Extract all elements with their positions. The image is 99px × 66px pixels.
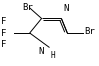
Text: N: N (38, 47, 44, 56)
Text: Br: Br (22, 3, 33, 12)
Text: H: H (50, 51, 55, 60)
Text: F: F (1, 17, 6, 26)
Text: N: N (63, 4, 69, 13)
Text: Br: Br (84, 27, 95, 36)
Text: F: F (1, 29, 6, 37)
Text: F: F (1, 40, 6, 49)
